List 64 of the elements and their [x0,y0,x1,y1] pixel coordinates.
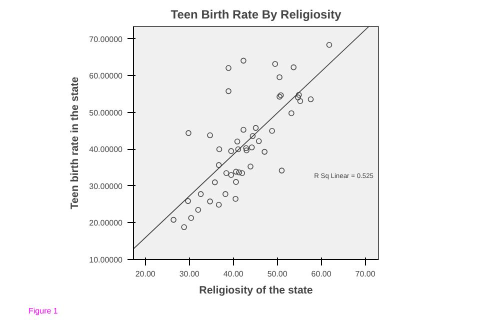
point [297,98,304,104]
point [248,164,254,170]
point [308,96,314,102]
point [252,125,259,131]
point [250,133,256,139]
point [243,145,250,152]
point [262,148,268,155]
point [276,74,282,80]
x-tick-label: 40.00 [223,270,244,278]
point [185,198,191,204]
point [223,170,230,176]
caption: Figure 1 [28,306,58,316]
point [278,168,285,174]
point [195,206,202,213]
point [235,146,242,152]
y-tick-label: 30.00000 [89,182,124,191]
y-tick-label: 50.00000 [89,108,124,118]
y-tick-label: 70.00000 [89,34,124,44]
x-tick-label: 20.00 [135,270,156,278]
point [239,170,246,176]
x-tick-label: 50.00 [267,270,288,278]
x-tick-label: 30.00 [179,270,200,278]
chart-title: Teen Birth Rate By Religiosity [170,8,342,22]
point [228,148,234,154]
point [216,146,222,152]
point [234,138,240,144]
y-tick-label: 10.00000 [89,256,124,264]
point [216,202,222,208]
point [248,144,255,150]
x-axis-title: Religiosity of the state [199,284,313,296]
point [226,88,232,94]
point [296,92,302,98]
point [240,58,246,64]
point [290,64,297,70]
point [233,179,239,185]
point [186,130,192,136]
point [226,65,232,71]
point [256,138,262,144]
y-tick-label: 20.00000 [89,218,124,228]
y-axis-title: Teen birth rate in the state [69,76,82,210]
point [272,61,278,67]
point [188,215,194,221]
point [228,172,234,178]
point [212,179,218,186]
point [244,147,250,154]
y-tick-label: 60.00000 [89,72,124,81]
point [295,94,301,100]
x-tick-label: 70.00 [355,270,376,278]
point [216,162,222,168]
y-tick-label: 40.00000 [89,145,124,154]
point [222,191,228,197]
x-tick-label: 60.00 [311,270,332,278]
point [181,224,187,230]
point [240,126,246,133]
point [233,168,239,175]
point [207,198,213,204]
point [288,110,294,116]
point [232,196,238,202]
point [326,42,332,48]
point [198,191,204,197]
point [207,132,213,138]
point [269,128,275,134]
point [170,216,176,223]
point [236,170,242,176]
